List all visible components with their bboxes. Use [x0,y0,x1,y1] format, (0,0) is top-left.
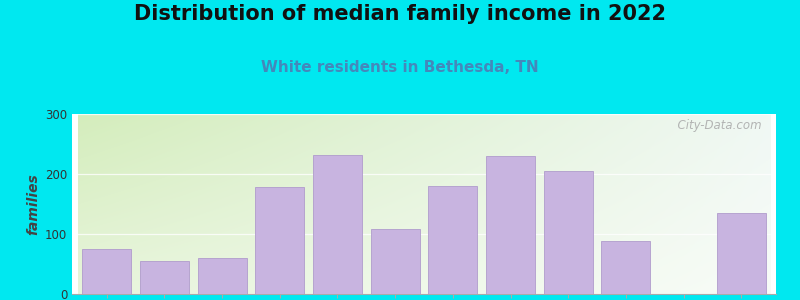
Text: White residents in Bethesda, TN: White residents in Bethesda, TN [261,60,539,75]
Y-axis label: families: families [26,173,41,235]
Bar [717,213,766,294]
Bar [602,241,650,294]
Bar [140,261,189,294]
Bar [198,258,246,294]
Text: City-Data.com: City-Data.com [670,119,762,132]
Bar [370,229,420,294]
Text: Distribution of median family income in 2022: Distribution of median family income in … [134,4,666,25]
Bar [486,156,535,294]
Bar [313,155,362,294]
Bar [544,171,593,294]
Bar [255,187,304,294]
Bar [82,249,131,294]
Bar [428,186,478,294]
